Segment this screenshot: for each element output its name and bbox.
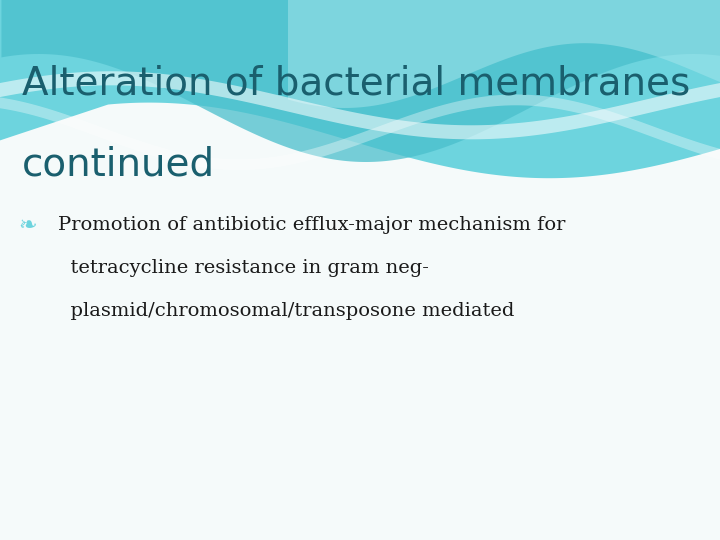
- Polygon shape: [0, 0, 720, 178]
- Polygon shape: [0, 71, 720, 139]
- Text: Alteration of bacterial membranes: Alteration of bacterial membranes: [22, 65, 690, 103]
- Polygon shape: [288, 0, 720, 108]
- Text: Promotion of antibiotic efflux-major mechanism for: Promotion of antibiotic efflux-major mec…: [58, 216, 565, 234]
- Text: ❧: ❧: [18, 216, 37, 236]
- Text: continued: continued: [22, 146, 215, 184]
- Polygon shape: [0, 94, 720, 170]
- Text: tetracycline resistance in gram neg-: tetracycline resistance in gram neg-: [58, 259, 428, 277]
- Polygon shape: [1, 0, 720, 162]
- Text: plasmid/chromosomal/transposone mediated: plasmid/chromosomal/transposone mediated: [58, 302, 514, 320]
